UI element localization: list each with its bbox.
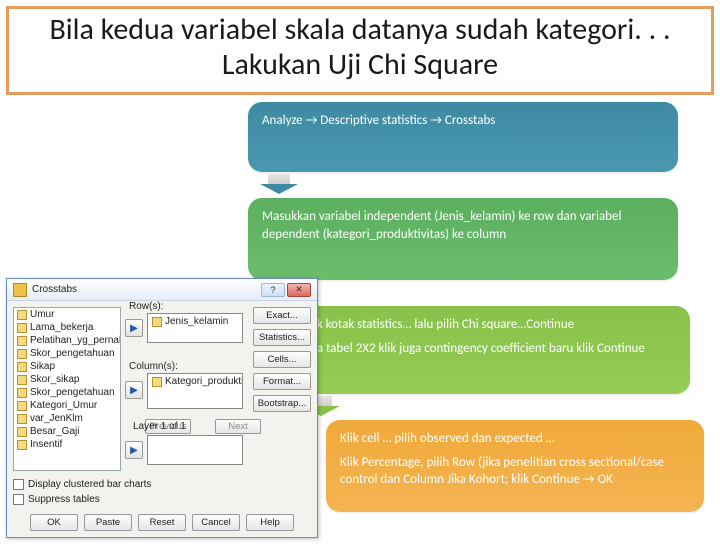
scale-icon (17, 388, 27, 398)
layer-label: Layer 1 of 1 (133, 421, 186, 432)
ok-button[interactable]: OK (30, 514, 78, 531)
help-button[interactable]: Help (246, 514, 294, 531)
step-2: Masukkan variabel independent (Jenis_kel… (248, 198, 678, 280)
dialog-titlebar: Crosstabs ? ✕ (7, 279, 317, 301)
move-to-cols-button[interactable]: ▶ (125, 381, 143, 399)
step-4-text-a: Klik cell … pilih observed dan expected … (340, 430, 690, 448)
step-4-text-b: Klik Percentage, pilih Row (jika penelit… (340, 454, 690, 489)
list-item: Skor_sikap (14, 373, 120, 386)
step-3-text-b: Jika tabel 2X2 klik juga contingency coe… (304, 340, 676, 358)
step-2-text: Masukkan variabel independent (Jenis_kel… (262, 208, 664, 243)
bootstrap-button[interactable]: Bootstrap... (253, 395, 311, 412)
step-3: Klik kotak statistics… lalu pilih Chi sq… (290, 306, 690, 394)
list-item: Skor_pengetahuan (14, 347, 120, 360)
format-button[interactable]: Format... (253, 373, 311, 390)
scale-icon (17, 414, 27, 424)
display-bar-checkbox[interactable]: Display clustered bar charts (13, 479, 151, 490)
checkbox-icon (13, 494, 24, 505)
list-item: Lama_bekerja (14, 321, 120, 334)
list-item: var_JenKlm (14, 412, 120, 425)
slide-title: Bila kedua variabel skala datanya sudah … (19, 13, 701, 82)
checkbox-icon (13, 479, 24, 490)
cancel-button[interactable]: Cancel (192, 514, 240, 531)
step-1: Analyze → Descriptive statistics → Cross… (248, 102, 678, 172)
scale-icon (17, 401, 27, 411)
scale-icon (17, 336, 27, 346)
list-item: Sikap (14, 360, 120, 373)
scale-icon (17, 362, 27, 372)
scale-icon (17, 310, 27, 320)
paste-button[interactable]: Paste (84, 514, 132, 531)
rows-label: Row(s): (129, 301, 163, 312)
list-item: Umur (14, 308, 120, 321)
list-item: Insentif (14, 438, 120, 451)
scale-icon (17, 427, 27, 437)
scale-icon (17, 349, 27, 359)
crosstabs-dialog: Crosstabs ? ✕ Umur Lama_bekerja Pelatiha… (6, 278, 318, 538)
app-icon (13, 283, 27, 297)
layer-box[interactable] (147, 435, 243, 465)
exact-button[interactable]: Exact... (253, 307, 311, 324)
cols-label: Column(s): (129, 361, 178, 372)
list-item: Kategori_Umur (14, 399, 120, 412)
title-container: Bila kedua variabel skala datanya sudah … (6, 6, 714, 95)
list-item: Pelatihan_yg_pernah_di… (14, 334, 120, 347)
bottom-buttons: OK Paste Reset Cancel Help (7, 514, 317, 531)
cols-box[interactable]: Kategori_produktivitas (147, 373, 243, 409)
step-1-text: Analyze → Descriptive statistics → Cross… (262, 112, 664, 130)
reset-button[interactable]: Reset (138, 514, 186, 531)
step-3-text-a: Klik kotak statistics… lalu pilih Chi sq… (304, 316, 676, 334)
dialog-body: Umur Lama_bekerja Pelatihan_yg_pernah_di… (7, 301, 317, 537)
move-to-rows-button[interactable]: ▶ (125, 319, 143, 337)
statistics-button[interactable]: Statistics... (253, 329, 311, 346)
list-item: Besar_Gaji (14, 425, 120, 438)
next-button[interactable]: Next (215, 419, 261, 434)
move-to-layer-button[interactable]: ▶ (125, 441, 143, 459)
list-item: Skor_pengetahuan (14, 386, 120, 399)
dialog-title: Crosstabs (32, 284, 77, 295)
variable-list[interactable]: Umur Lama_bekerja Pelatihan_yg_pernah_di… (13, 307, 121, 471)
scale-icon (17, 375, 27, 385)
scale-icon (152, 317, 162, 327)
scale-icon (152, 377, 162, 387)
arrow-down-icon (260, 174, 298, 194)
suppress-tables-checkbox[interactable]: Suppress tables (13, 494, 100, 505)
help-button[interactable]: ? (261, 283, 285, 297)
step-4: Klik cell … pilih observed dan expected … (326, 420, 704, 512)
scale-icon (17, 323, 27, 333)
side-buttons: Exact... Statistics... Cells... Format..… (253, 307, 311, 412)
close-button[interactable]: ✕ (287, 283, 311, 297)
scale-icon (17, 440, 27, 450)
rows-box[interactable]: Jenis_kelamin (147, 313, 243, 343)
cells-button[interactable]: Cells... (253, 351, 311, 368)
